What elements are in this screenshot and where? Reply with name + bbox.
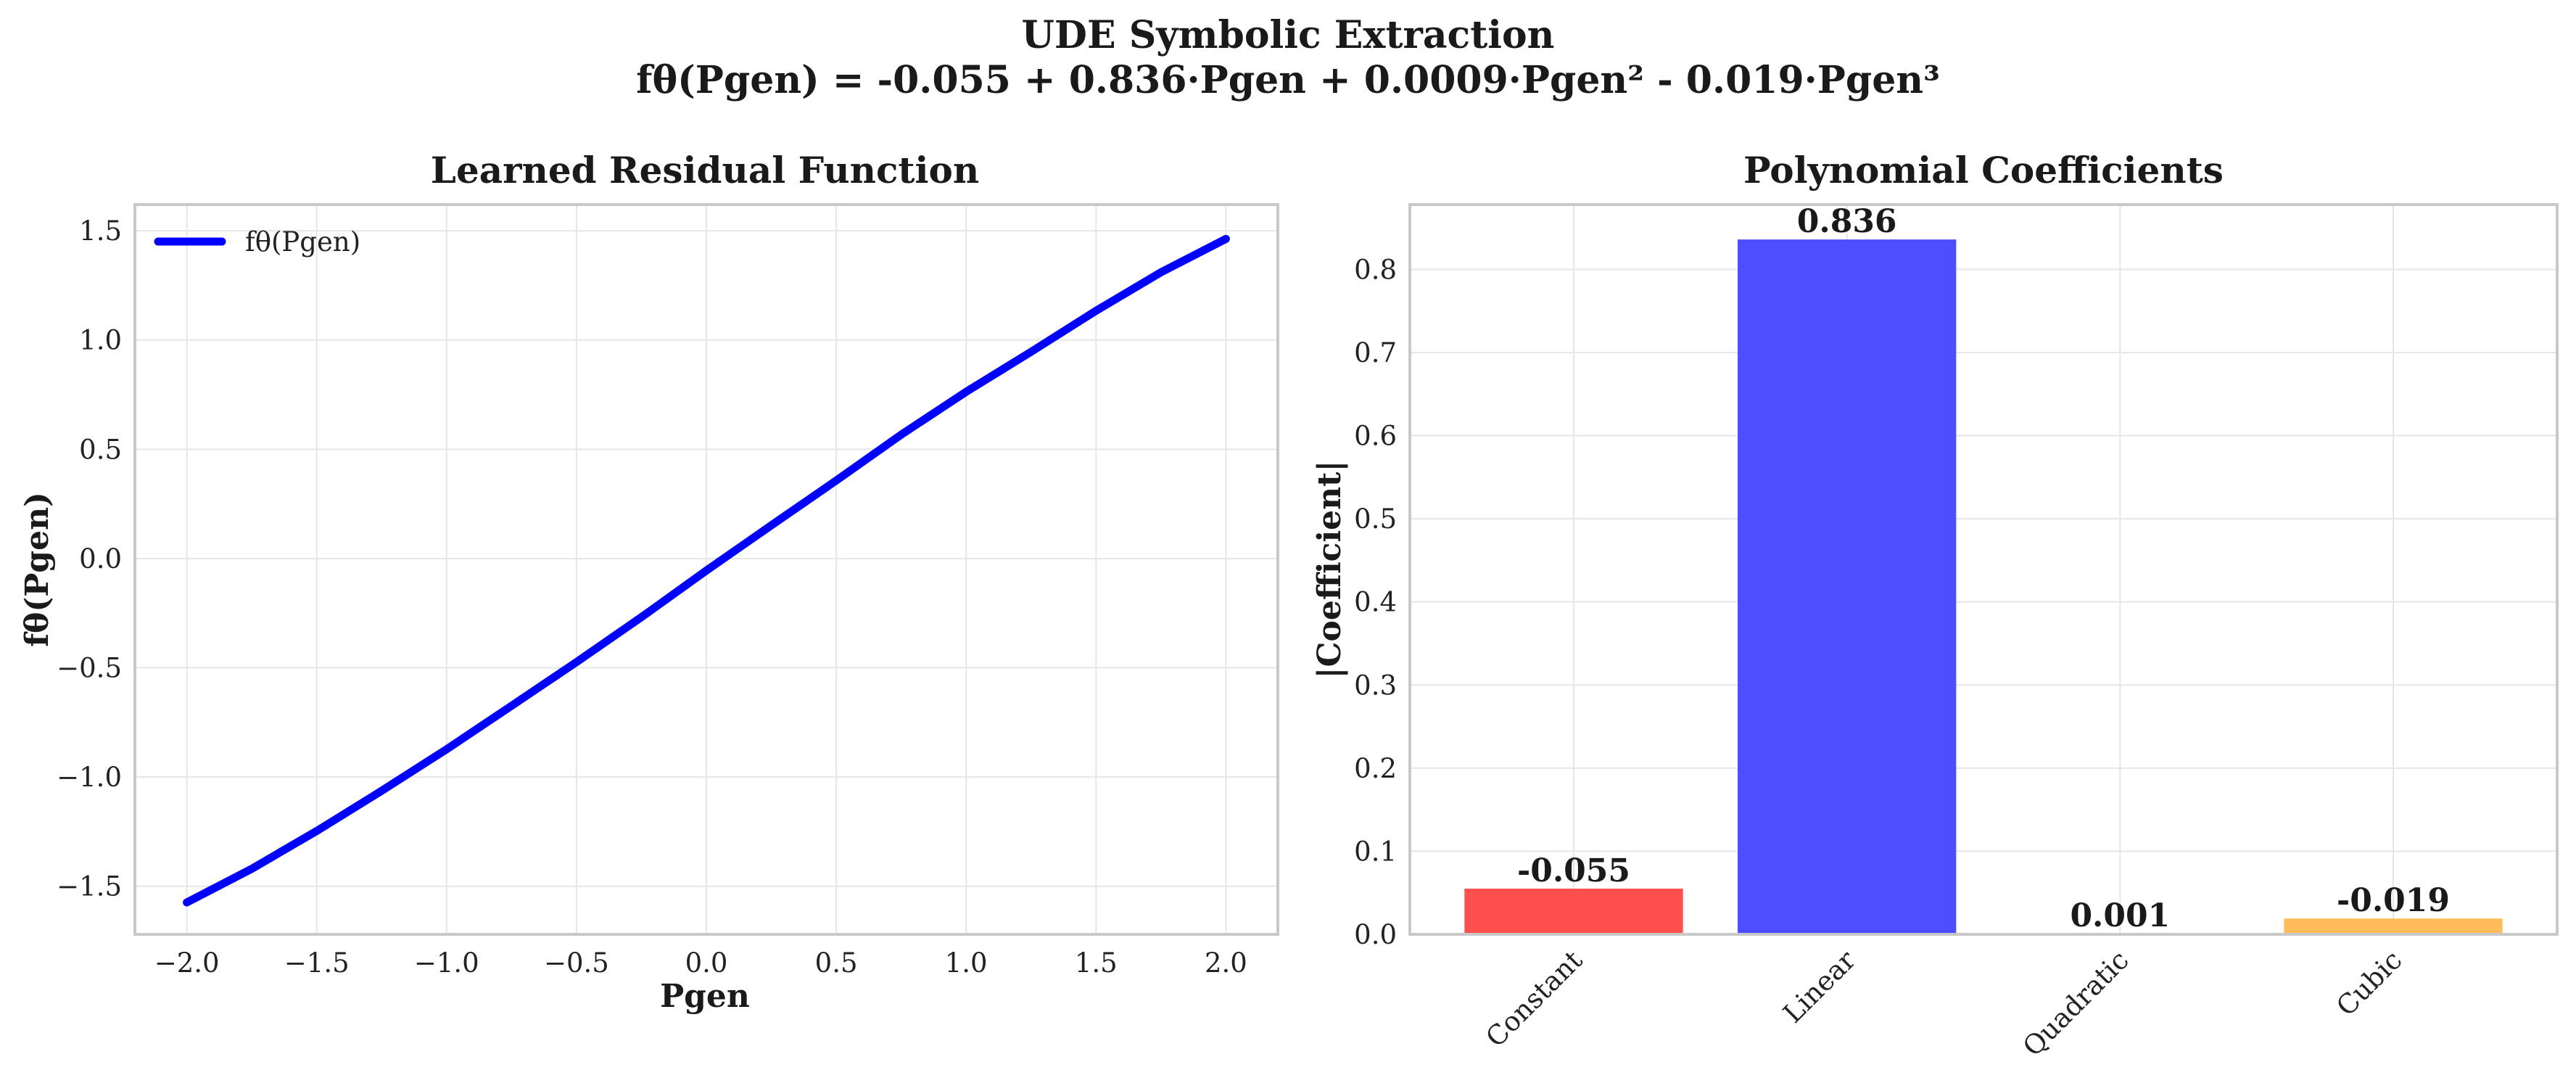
bar-value-label-linear: 0.836 — [1797, 203, 1897, 240]
bar-chart-x-ticks: Constant Linear Quadratic Cubic — [1479, 945, 2408, 1063]
y-tick-label: 1.5 — [79, 215, 122, 247]
x-tick-label-linear: Linear — [1777, 945, 1862, 1029]
line-chart-frame — [133, 203, 1279, 936]
x-tick-label: 2.0 — [1205, 947, 1247, 979]
y-tick-label: 0.1 — [1354, 836, 1397, 867]
bar-chart-y-ticks: 0.0 0.1 0.2 0.3 0.4 0.5 0.6 0.7 0.8 — [1354, 254, 1397, 950]
y-tick-label: 0.4 — [1354, 587, 1397, 618]
bar-chart-bars: -0.055 0.836 0.001 -0.019 — [1464, 203, 2503, 934]
y-tick-label: −1.0 — [57, 762, 122, 793]
y-tick-label: 0.8 — [1354, 254, 1397, 285]
x-tick-label: 1.0 — [945, 947, 988, 979]
y-tick-label: 0.0 — [1354, 919, 1397, 950]
line-chart-y-axis-label: fθ(Pgen) — [19, 492, 56, 647]
x-tick-label: −1.0 — [414, 947, 479, 979]
bar-value-label-constant: -0.055 — [1517, 852, 1630, 889]
legend-label-ftheta: fθ(Pgen) — [245, 226, 360, 258]
bar-value-label-cubic: -0.019 — [2337, 882, 2450, 919]
x-tick-label-cubic: Cubic — [2330, 945, 2408, 1022]
bar-value-label-quadratic: 0.001 — [2070, 897, 2170, 934]
line-chart-x-axis-label: Pgen — [660, 978, 750, 1015]
y-tick-label: 0.7 — [1354, 337, 1397, 369]
x-tick-label: −1.5 — [284, 947, 350, 979]
bar-chart-panel: Polynomial Coefficients -0.055 0.836 0.001… — [1311, 149, 2559, 1063]
bar-constant — [1464, 888, 1683, 934]
figure-title-line2: fθ(Pgen) = -0.055 + 0.836·Pgen + 0.0009·… — [636, 58, 1940, 102]
x-tick-label-quadratic: Quadratic — [2017, 945, 2135, 1063]
y-tick-label: 0.5 — [1354, 503, 1397, 535]
bar-linear — [1738, 239, 1957, 934]
y-tick-label: −0.5 — [57, 653, 122, 684]
line-chart-panel: Learned Residual Function −2.0 −1.5 −1.0 −0… — [19, 149, 1279, 1015]
line-chart-y-ticks: −1.5 −1.0 −0.5 0.0 0.5 1.0 1.5 — [57, 215, 122, 902]
series-line-ftheta — [183, 234, 1230, 907]
figure-title-line1: UDE Symbolic Extraction — [1022, 13, 1555, 57]
bar-chart-grid — [1410, 205, 2557, 935]
bar-chart-y-axis-label: |Coefficient| — [1311, 460, 1348, 678]
y-tick-label: 1.0 — [79, 325, 122, 356]
y-tick-label: 0.6 — [1354, 421, 1397, 452]
x-tick-label: 0.5 — [815, 947, 858, 979]
x-tick-label: 1.5 — [1075, 947, 1118, 979]
y-tick-label: 0.3 — [1354, 670, 1397, 701]
x-tick-label: −0.5 — [544, 947, 609, 979]
x-tick-label-constant: Constant — [1479, 945, 1588, 1053]
y-tick-label: 0.2 — [1354, 753, 1397, 784]
x-tick-label: 0.0 — [685, 947, 728, 979]
bar-chart-title: Polynomial Coefficients — [1743, 149, 2224, 192]
x-tick-label: −2.0 — [154, 947, 220, 979]
bar-cubic — [2284, 918, 2503, 934]
y-tick-label: 0.0 — [79, 543, 122, 575]
line-chart-title: Learned Residual Function — [431, 149, 979, 192]
bar-chart-frame — [1408, 203, 2559, 936]
line-chart-x-ticks: −2.0 −1.5 −1.0 −0.5 0.0 0.5 1.0 1.5 2.0 — [154, 947, 1247, 979]
y-tick-label: 0.5 — [79, 434, 122, 465]
line-chart-legend: fθ(Pgen) — [154, 226, 360, 258]
y-tick-label: −1.5 — [57, 871, 122, 902]
